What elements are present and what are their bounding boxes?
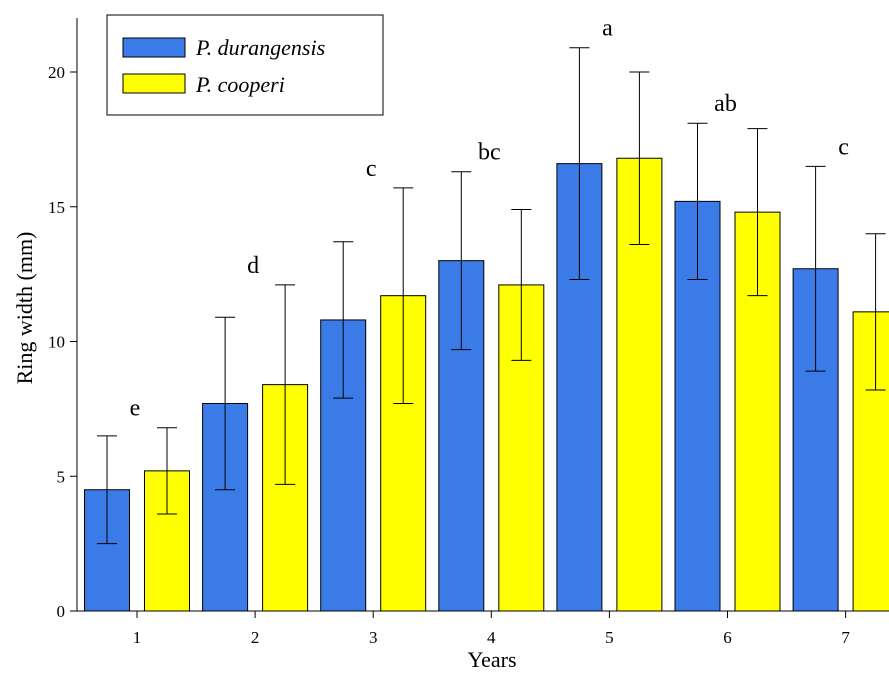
significance-letters: e d c bc a ab c bbox=[130, 16, 849, 422]
legend-label-cooperi: P. cooperi bbox=[195, 72, 285, 97]
significance-letter-year-1: e bbox=[130, 396, 141, 422]
x-tick-label-5: 5 bbox=[605, 628, 614, 647]
error-bar-cooperi-year-4 bbox=[511, 208, 532, 361]
y-tick-label-5: 5 bbox=[57, 467, 66, 486]
legend-swatch-durangensis bbox=[122, 37, 186, 58]
y-tick-label-20: 20 bbox=[48, 63, 65, 82]
y-tick-label-10: 10 bbox=[48, 333, 65, 352]
y-tick-label-0: 0 bbox=[57, 602, 66, 621]
legend: P. durangensis P. cooperi bbox=[106, 14, 384, 116]
bar-cooperi-year-7 bbox=[852, 311, 889, 612]
x-tick-label-4: 4 bbox=[487, 628, 496, 647]
error-bar-durangensis-year-6 bbox=[687, 122, 708, 281]
legend-box bbox=[106, 14, 384, 116]
legend-swatch-cooperi bbox=[122, 73, 186, 94]
x-tick-label-2: 2 bbox=[251, 628, 260, 647]
error-bar-durangensis-year-5 bbox=[569, 47, 590, 281]
error-bar-cooperi-year-6 bbox=[747, 128, 768, 297]
x-tick-label-1: 1 bbox=[133, 628, 142, 647]
x-tick-label-6: 6 bbox=[723, 628, 732, 647]
significance-letter-year-2: d bbox=[247, 253, 259, 279]
error-bar-durangensis-year-2 bbox=[215, 316, 236, 491]
error-bar-cooperi-year-1 bbox=[157, 427, 177, 515]
y-tick-label-15: 15 bbox=[48, 198, 65, 217]
error-bar-durangensis-year-4 bbox=[451, 171, 472, 351]
error-bar-cooperi-year-3 bbox=[393, 187, 414, 404]
axes: 1 2 3 4 5 6 7 0 5 10 15 20 bbox=[48, 18, 889, 647]
significance-letter-year-5: a bbox=[602, 16, 613, 42]
significance-letter-year-3: c bbox=[366, 156, 377, 182]
error-bar-cooperi-year-7 bbox=[865, 233, 886, 391]
legend-label-durangensis: P. durangensis bbox=[195, 35, 325, 60]
y-axis-label: Ring width (mm) bbox=[12, 232, 37, 385]
error-bar-cooperi-year-2 bbox=[275, 284, 296, 485]
error-bar-durangensis-year-3 bbox=[333, 241, 354, 399]
error-bars-layer bbox=[97, 47, 886, 545]
error-bar-durangensis-year-1 bbox=[97, 435, 117, 545]
x-tick-label-7: 7 bbox=[841, 628, 850, 647]
bars-layer bbox=[84, 157, 889, 612]
significance-letter-year-4: bc bbox=[478, 140, 501, 166]
significance-letter-year-7: c bbox=[838, 134, 849, 160]
error-bar-durangensis-year-7 bbox=[805, 165, 826, 372]
significance-letter-year-6: ab bbox=[714, 91, 737, 117]
x-axis-label: Years bbox=[467, 647, 516, 672]
error-bar-cooperi-year-5 bbox=[629, 71, 650, 245]
x-tick-label-3: 3 bbox=[369, 628, 378, 647]
